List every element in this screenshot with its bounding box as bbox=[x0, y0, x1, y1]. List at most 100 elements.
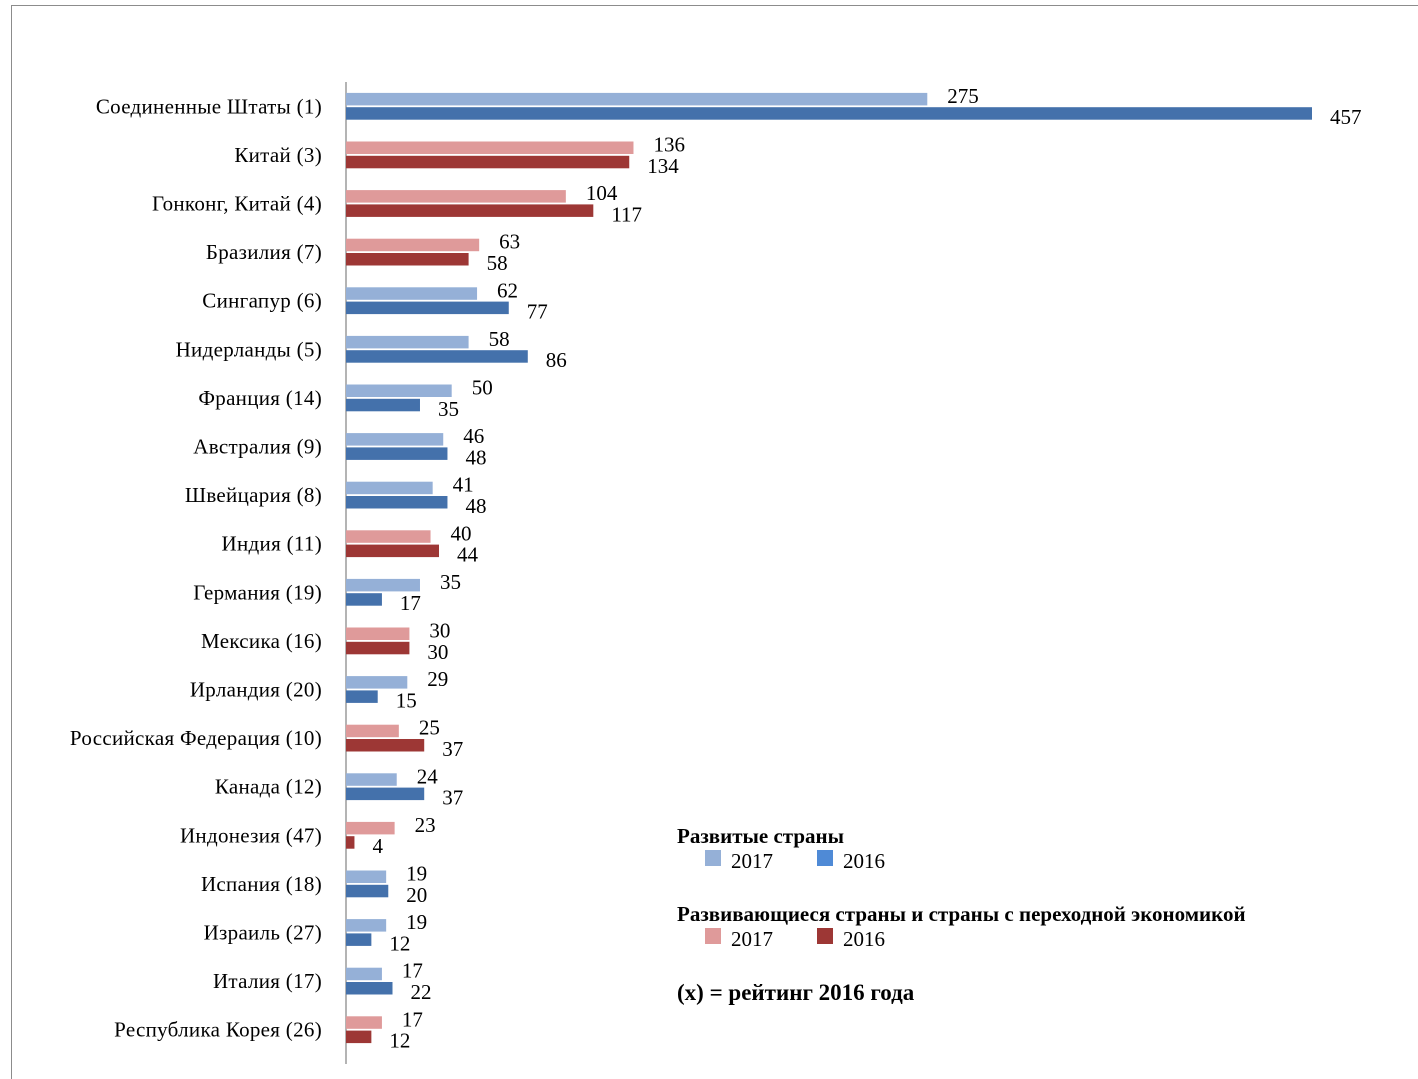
category-label: Нидерланды (5) bbox=[176, 337, 322, 361]
bar-2016 bbox=[346, 787, 425, 801]
legend-row-developing: 2017 2016 bbox=[705, 926, 1397, 952]
legend-title-developing: Развивающиеся страны и страны с переходн… bbox=[677, 902, 1246, 926]
bar-2017 bbox=[346, 238, 480, 252]
category-label: Австралия (9) bbox=[193, 435, 322, 459]
bar-2016 bbox=[346, 107, 1312, 120]
category-label: Индия (11) bbox=[222, 532, 322, 556]
bar-2017 bbox=[346, 384, 452, 397]
category-label: Китай (3) bbox=[234, 143, 322, 167]
legend-entry-developing-2016: 2016 bbox=[817, 926, 929, 952]
category-label: Испания (18) bbox=[201, 872, 322, 896]
data-label-2017: 30 bbox=[429, 619, 450, 643]
legend-note: (x) = рейтинг 2016 года bbox=[677, 980, 915, 1005]
bar-2016 bbox=[346, 641, 410, 655]
category-label: Израиль (27) bbox=[204, 921, 322, 945]
bar-2017 bbox=[346, 967, 382, 981]
data-label-2017: 17 bbox=[402, 1007, 423, 1031]
data-label-2017: 25 bbox=[419, 716, 440, 740]
data-label-2016: 457 bbox=[1330, 105, 1362, 129]
data-label-2017: 62 bbox=[497, 278, 518, 302]
bar-2017 bbox=[346, 773, 397, 786]
data-label-2017: 19 bbox=[406, 862, 427, 886]
data-label-2016: 37 bbox=[442, 737, 463, 761]
bar-2016 bbox=[346, 398, 420, 412]
data-label-2016: 20 bbox=[406, 883, 427, 907]
legend-swatch-developing-2016 bbox=[817, 928, 833, 944]
legend-label-developed-2016: 2016 bbox=[843, 849, 885, 873]
category-label: Соединенные Штаты (1) bbox=[96, 94, 322, 118]
bar-2017 bbox=[346, 870, 387, 883]
data-label-2017: 136 bbox=[653, 133, 685, 157]
bar-2016 bbox=[346, 253, 469, 266]
data-label-2016: 86 bbox=[546, 348, 567, 372]
bar-2016 bbox=[346, 1030, 372, 1044]
data-label-2016: 77 bbox=[527, 300, 548, 324]
data-label-2016: 15 bbox=[396, 688, 417, 712]
data-label-2016: 17 bbox=[400, 591, 421, 615]
bar-2016 bbox=[346, 593, 382, 606]
data-label-2016: 35 bbox=[438, 397, 459, 421]
bar-2017 bbox=[346, 627, 410, 640]
legend-swatch-developed-2016 bbox=[817, 850, 833, 866]
bar-2017 bbox=[346, 190, 566, 203]
data-label-2016: 22 bbox=[411, 980, 432, 1004]
data-label-2016: 44 bbox=[457, 543, 479, 567]
data-label-2016: 12 bbox=[389, 931, 410, 955]
bar-2016 bbox=[346, 155, 630, 169]
data-label-2017: 24 bbox=[417, 764, 439, 788]
bar-2017 bbox=[346, 919, 387, 932]
legend-entry-developing-2017: 2017 bbox=[705, 926, 817, 952]
bar-2016 bbox=[346, 690, 378, 703]
category-label: Гонконг, Китай (4) bbox=[152, 192, 322, 216]
bar-2017 bbox=[346, 821, 395, 835]
data-label-2017: 63 bbox=[499, 230, 520, 254]
bar-2017 bbox=[346, 92, 928, 106]
bar-2016 bbox=[346, 544, 440, 558]
legend-entry-developed-2017: 2017 bbox=[705, 848, 817, 874]
bar-2016 bbox=[346, 739, 425, 752]
category-label: Швейцария (8) bbox=[185, 483, 322, 507]
category-label: Сингапур (6) bbox=[202, 289, 322, 313]
data-label-2017: 50 bbox=[472, 376, 493, 400]
bar-2017 bbox=[346, 481, 433, 495]
bar-2017 bbox=[346, 578, 420, 592]
bar-2016 bbox=[346, 982, 393, 995]
category-label: Ирландия (20) bbox=[190, 678, 322, 702]
category-label: Германия (19) bbox=[193, 580, 322, 604]
category-label: Российская Федерация (10) bbox=[70, 726, 322, 750]
category-label: Республика Корея (26) bbox=[114, 1018, 322, 1042]
bar-2017 bbox=[346, 141, 634, 154]
data-label-2017: 17 bbox=[402, 959, 423, 983]
legend: Развитые страны 2017 2016 Развивающиеся … bbox=[677, 824, 1397, 1006]
legend-entry-developed-2016: 2016 bbox=[817, 848, 929, 874]
bar-2016 bbox=[346, 447, 448, 460]
legend-row-developed: 2017 2016 bbox=[705, 848, 1397, 874]
data-label-2017: 23 bbox=[415, 813, 436, 837]
bar-2017 bbox=[346, 530, 431, 543]
legend-group-developing: Развивающиеся страны и страны с переходн… bbox=[677, 902, 1397, 952]
data-label-2016: 4 bbox=[372, 834, 383, 858]
legend-title-developed: Развитые страны bbox=[677, 824, 845, 848]
bar-2016 bbox=[346, 884, 389, 898]
category-label: Франция (14) bbox=[198, 386, 322, 410]
category-label: Италия (17) bbox=[213, 969, 322, 993]
legend-label-developed-2017: 2017 bbox=[731, 849, 773, 873]
bar-2017 bbox=[346, 335, 469, 349]
data-label-2016: 12 bbox=[389, 1029, 410, 1053]
data-label-2017: 40 bbox=[451, 521, 472, 545]
bar-2017 bbox=[346, 287, 478, 300]
legend-swatch-developed-2017 bbox=[705, 850, 721, 866]
bar-2016 bbox=[346, 204, 594, 217]
data-label-2016: 134 bbox=[647, 154, 679, 178]
category-label: Канада (12) bbox=[215, 775, 322, 799]
data-label-2017: 19 bbox=[406, 910, 427, 934]
category-label: Мексика (16) bbox=[201, 629, 322, 653]
data-label-2017: 58 bbox=[489, 327, 510, 351]
legend-label-developing-2016: 2016 bbox=[843, 927, 885, 951]
bar-2016 bbox=[346, 301, 509, 315]
data-label-2016: 58 bbox=[487, 251, 508, 275]
bar-2017 bbox=[346, 1016, 382, 1029]
data-label-2017: 275 bbox=[947, 84, 979, 108]
legend-label-developing-2017: 2017 bbox=[731, 927, 773, 951]
